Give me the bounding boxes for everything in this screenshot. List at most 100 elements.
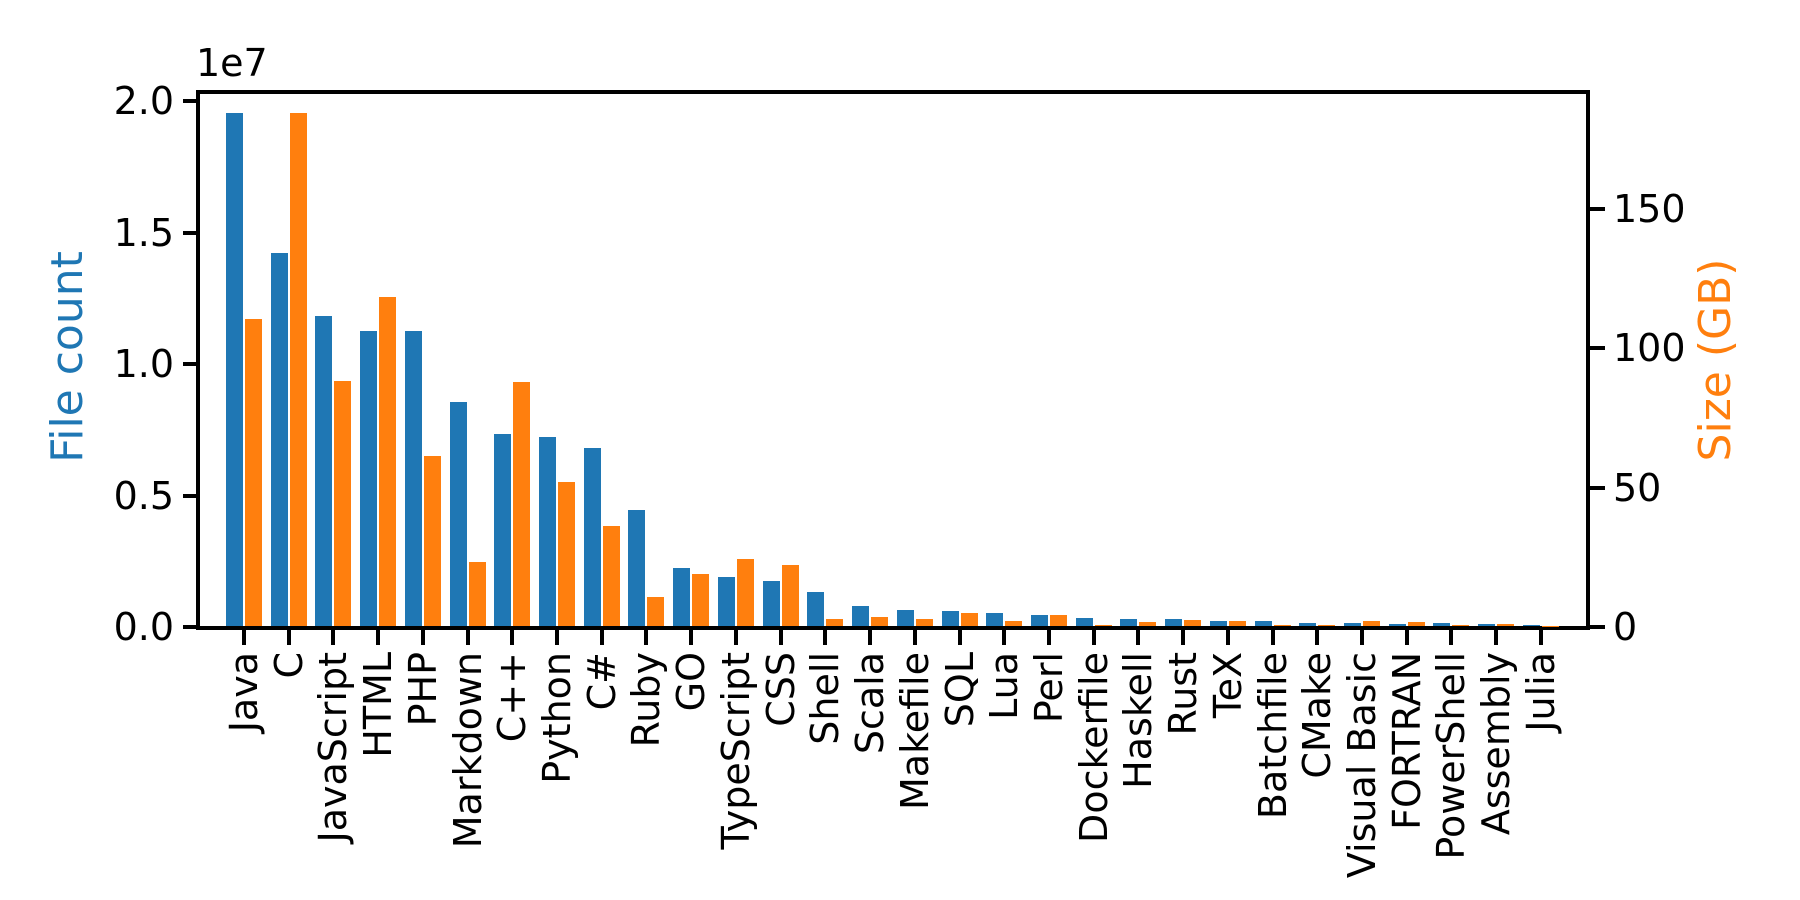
bar-size-gb-python xyxy=(558,482,576,626)
bar-size-gb-rust xyxy=(1184,619,1202,626)
bar-size-gb-powershell xyxy=(1452,625,1470,626)
bar-size-gb-php xyxy=(423,455,441,626)
y-right-tick xyxy=(1590,485,1605,490)
bar-file-count-perl xyxy=(1030,614,1048,626)
y-left-tick xyxy=(183,493,198,498)
bar-size-gb-javascript xyxy=(334,380,352,626)
bar-size-gb-fortran xyxy=(1407,622,1425,626)
bar-size-gb-dockerfile xyxy=(1094,624,1112,626)
x-tick xyxy=(644,630,649,645)
bar-file-count-typescript xyxy=(717,577,735,626)
x-tick-label-text: Makefile xyxy=(892,652,937,810)
bar-file-count-ruby xyxy=(628,510,646,626)
bar-size-gb-tex xyxy=(1228,620,1246,626)
bar-file-count-c- xyxy=(583,448,601,626)
y-left-tick xyxy=(183,99,198,103)
x-tick xyxy=(689,630,694,645)
bar-size-gb-shell xyxy=(826,619,844,626)
x-tick-label-text: C xyxy=(266,652,311,679)
x-tick xyxy=(1002,630,1007,645)
y-left-tick-label: 1.0 xyxy=(113,342,174,386)
x-tick-label-text: Scala xyxy=(848,652,893,755)
x-tick xyxy=(1136,630,1141,645)
left-axis-offset-text: 1e7 xyxy=(196,41,268,85)
bar-size-gb-makefile xyxy=(915,619,933,626)
bar-file-count-javascript xyxy=(315,315,333,626)
bar-file-count-makefile xyxy=(896,609,914,626)
x-tick xyxy=(510,630,515,645)
bar-size-gb-markdown xyxy=(468,561,486,626)
x-tick-label-text: CSS xyxy=(758,652,803,727)
x-tick xyxy=(778,630,783,645)
bar-file-count-visual-basic xyxy=(1344,623,1361,626)
bar-file-count-batchfile xyxy=(1254,620,1272,626)
x-tick-label-text: HTML xyxy=(356,652,401,758)
bar-size-gb-cmake xyxy=(1318,625,1336,626)
right-axis-title-text: Size (GB) xyxy=(1690,258,1741,462)
bar-file-count-scala xyxy=(852,606,870,626)
x-tick-label-text: Julia xyxy=(1518,652,1563,732)
x-tick xyxy=(733,630,738,645)
x-tick xyxy=(1538,630,1543,645)
x-tick xyxy=(1315,630,1320,645)
bar-file-count-java xyxy=(226,113,243,626)
x-tick xyxy=(465,630,470,645)
x-tick xyxy=(912,630,917,645)
x-tick-label-text: Visual Basic xyxy=(1340,652,1384,879)
x-tick-label-text: Perl xyxy=(1026,652,1071,724)
x-tick xyxy=(286,630,291,645)
bar-file-count-fortran xyxy=(1388,623,1406,626)
x-tick xyxy=(599,630,604,645)
bar-size-gb-c xyxy=(289,113,307,626)
y-right-tick-label: 50 xyxy=(1613,465,1662,510)
x-tick xyxy=(1360,630,1364,645)
x-tick-label-text: FORTRAN xyxy=(1384,652,1429,830)
bar-size-gb-lua xyxy=(1005,620,1023,626)
bar-file-count-haskell xyxy=(1120,618,1138,626)
bar-file-count-c xyxy=(270,252,288,626)
y-right-tick xyxy=(1590,625,1605,629)
y-left-tick-label: 0.0 xyxy=(113,605,174,649)
bar-size-gb-typescript xyxy=(736,559,754,626)
bar-size-gb-visual-basic xyxy=(1363,621,1380,626)
bar-file-count-shell xyxy=(807,591,825,626)
y-left-tick xyxy=(183,362,198,366)
bar-size-gb-c- xyxy=(602,525,620,626)
x-tick xyxy=(242,630,246,645)
x-tick xyxy=(1449,630,1454,645)
bar-file-count-c- xyxy=(494,434,512,626)
x-tick-label-text: PHP xyxy=(400,652,445,727)
bar-size-gb-html xyxy=(379,297,397,626)
y-right-tick-label: 100 xyxy=(1613,326,1686,371)
bar-file-count-powershell xyxy=(1433,623,1451,626)
x-tick xyxy=(376,630,381,645)
bar-size-gb-go xyxy=(692,574,710,626)
x-tick xyxy=(1225,630,1230,645)
y-left-tick-label: 1.5 xyxy=(113,210,174,255)
x-tick-label-text: Python xyxy=(535,652,580,784)
y-right-tick xyxy=(1590,206,1605,211)
bar-size-gb-c- xyxy=(513,382,531,626)
bar-size-gb-haskell xyxy=(1139,622,1157,626)
y-left-tick xyxy=(183,230,198,235)
x-tick-label-text: TypeScript xyxy=(713,652,758,850)
bar-file-count-julia xyxy=(1522,624,1540,626)
x-tick-label-text: Markdown xyxy=(445,652,490,849)
x-tick-label-text: Ruby xyxy=(624,652,669,748)
x-tick xyxy=(868,630,873,645)
x-tick xyxy=(823,630,828,645)
plot-area xyxy=(196,90,1590,630)
bar-file-count-go xyxy=(673,568,691,626)
y-left-tick-label: 0.5 xyxy=(113,473,174,518)
x-tick-label-text: CMake xyxy=(1295,652,1340,779)
x-tick xyxy=(1270,630,1275,645)
bar-file-count-rust xyxy=(1165,618,1183,626)
x-tick-label-text: TeX xyxy=(1205,652,1250,719)
bar-file-count-php xyxy=(404,331,422,626)
x-tick xyxy=(331,630,336,645)
x-tick-label-text: Rust xyxy=(1161,652,1206,736)
bar-size-gb-sql xyxy=(960,612,978,626)
bar-file-count-html xyxy=(360,331,378,626)
bar-file-count-assembly xyxy=(1478,624,1496,626)
